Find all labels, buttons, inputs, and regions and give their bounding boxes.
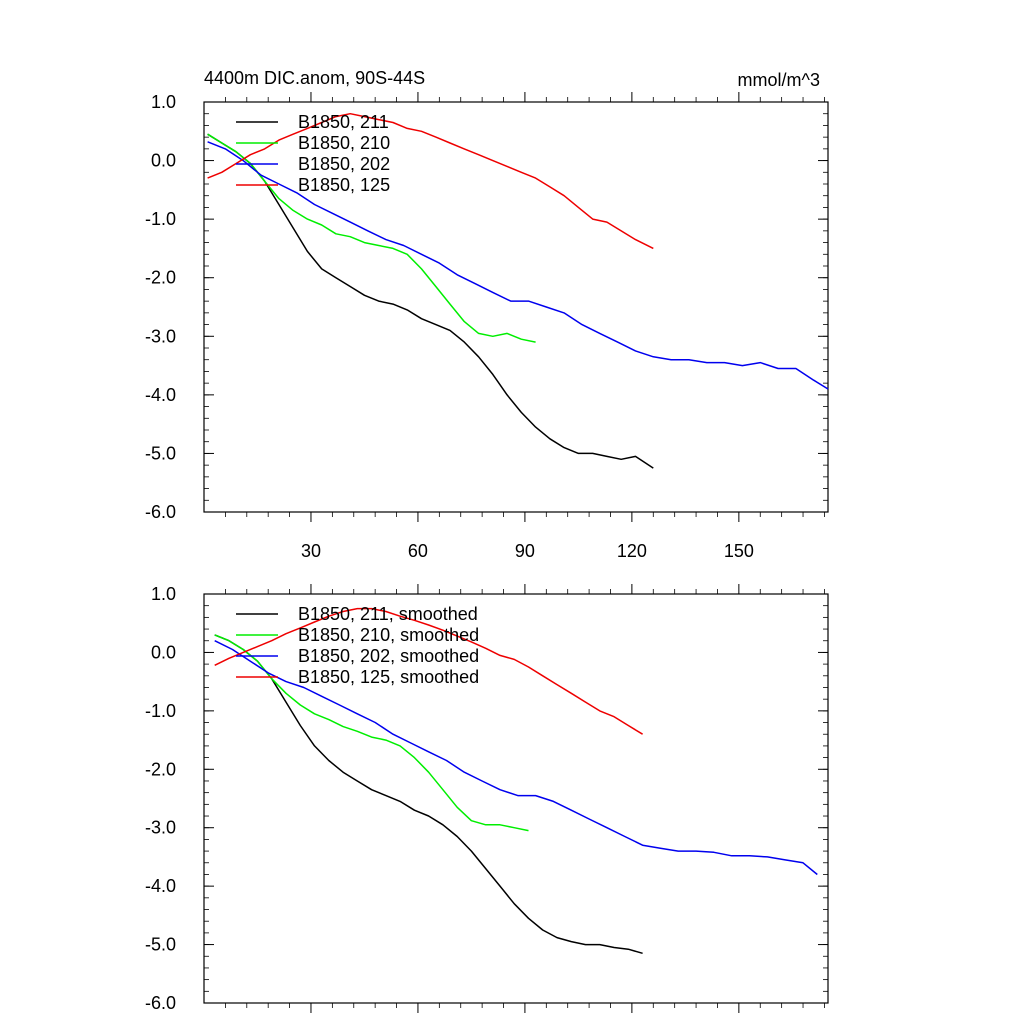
y-tick-label: -5.0: [145, 935, 176, 955]
y-tick-label: -5.0: [145, 443, 176, 463]
y-tick-label: -2.0: [145, 268, 176, 288]
panel-bottom: 1.0 0.0 -1.0 -2.0 -3.0 -4.0 -5.0 -6.0 B1850, 211…: [145, 584, 829, 1013]
series-line: [207, 112, 654, 250]
y-tick-label: -3.0: [145, 818, 176, 838]
series-line: [214, 607, 643, 735]
y-tick-label: -3.0: [145, 326, 176, 346]
y-tick-label: -4.0: [145, 385, 176, 405]
chart-units: mmol/m^3: [737, 70, 820, 90]
chart-title: 4400m DIC.anom, 90S-44S: [204, 68, 426, 88]
y-tick-label: -1.0: [145, 701, 176, 721]
panel-top: 1.0 0.0 -1.0 -2.0 -3.0 -4.0 -5.0 -6.0 30 60 90 120 1…: [145, 92, 829, 561]
series-line: [207, 133, 536, 343]
series-line: [214, 634, 643, 955]
y-tick-label: -2.0: [145, 759, 176, 779]
x-tick-label: 30: [301, 541, 321, 561]
y-tick-label: 1.0: [151, 584, 176, 604]
legend-label: B1850, 125: [298, 175, 390, 195]
x-tick-label: 90: [515, 541, 535, 561]
x-tick-label: 60: [408, 541, 428, 561]
x-tick-label: 150: [724, 541, 754, 561]
y-tick-label: 1.0: [151, 92, 176, 112]
x-tick-label: 120: [617, 541, 647, 561]
legend-label: B1850, 211: [298, 112, 389, 132]
legend-label: B1850, 210, smoothed: [298, 625, 479, 645]
y-tick-label: -6.0: [145, 993, 176, 1013]
legend-label: B1850, 202: [298, 154, 390, 174]
legend-label: B1850, 211, smoothed: [298, 604, 478, 624]
y-tick-label: -4.0: [145, 876, 176, 896]
y-tick-label: -1.0: [145, 209, 176, 229]
plot-frame: [203, 593, 829, 1004]
y-tick-label: 0.0: [151, 151, 176, 171]
legend-label: B1850, 125, smoothed: [298, 667, 479, 687]
y-tick-label: -6.0: [145, 502, 176, 522]
legend-label: B1850, 202, smoothed: [298, 646, 479, 666]
series-line: [207, 133, 654, 469]
series-line: [207, 141, 829, 390]
series-line: [214, 640, 818, 876]
y-tick-label: 0.0: [151, 642, 176, 662]
plot-frame: [203, 101, 829, 513]
legend-label: B1850, 210: [298, 133, 390, 153]
